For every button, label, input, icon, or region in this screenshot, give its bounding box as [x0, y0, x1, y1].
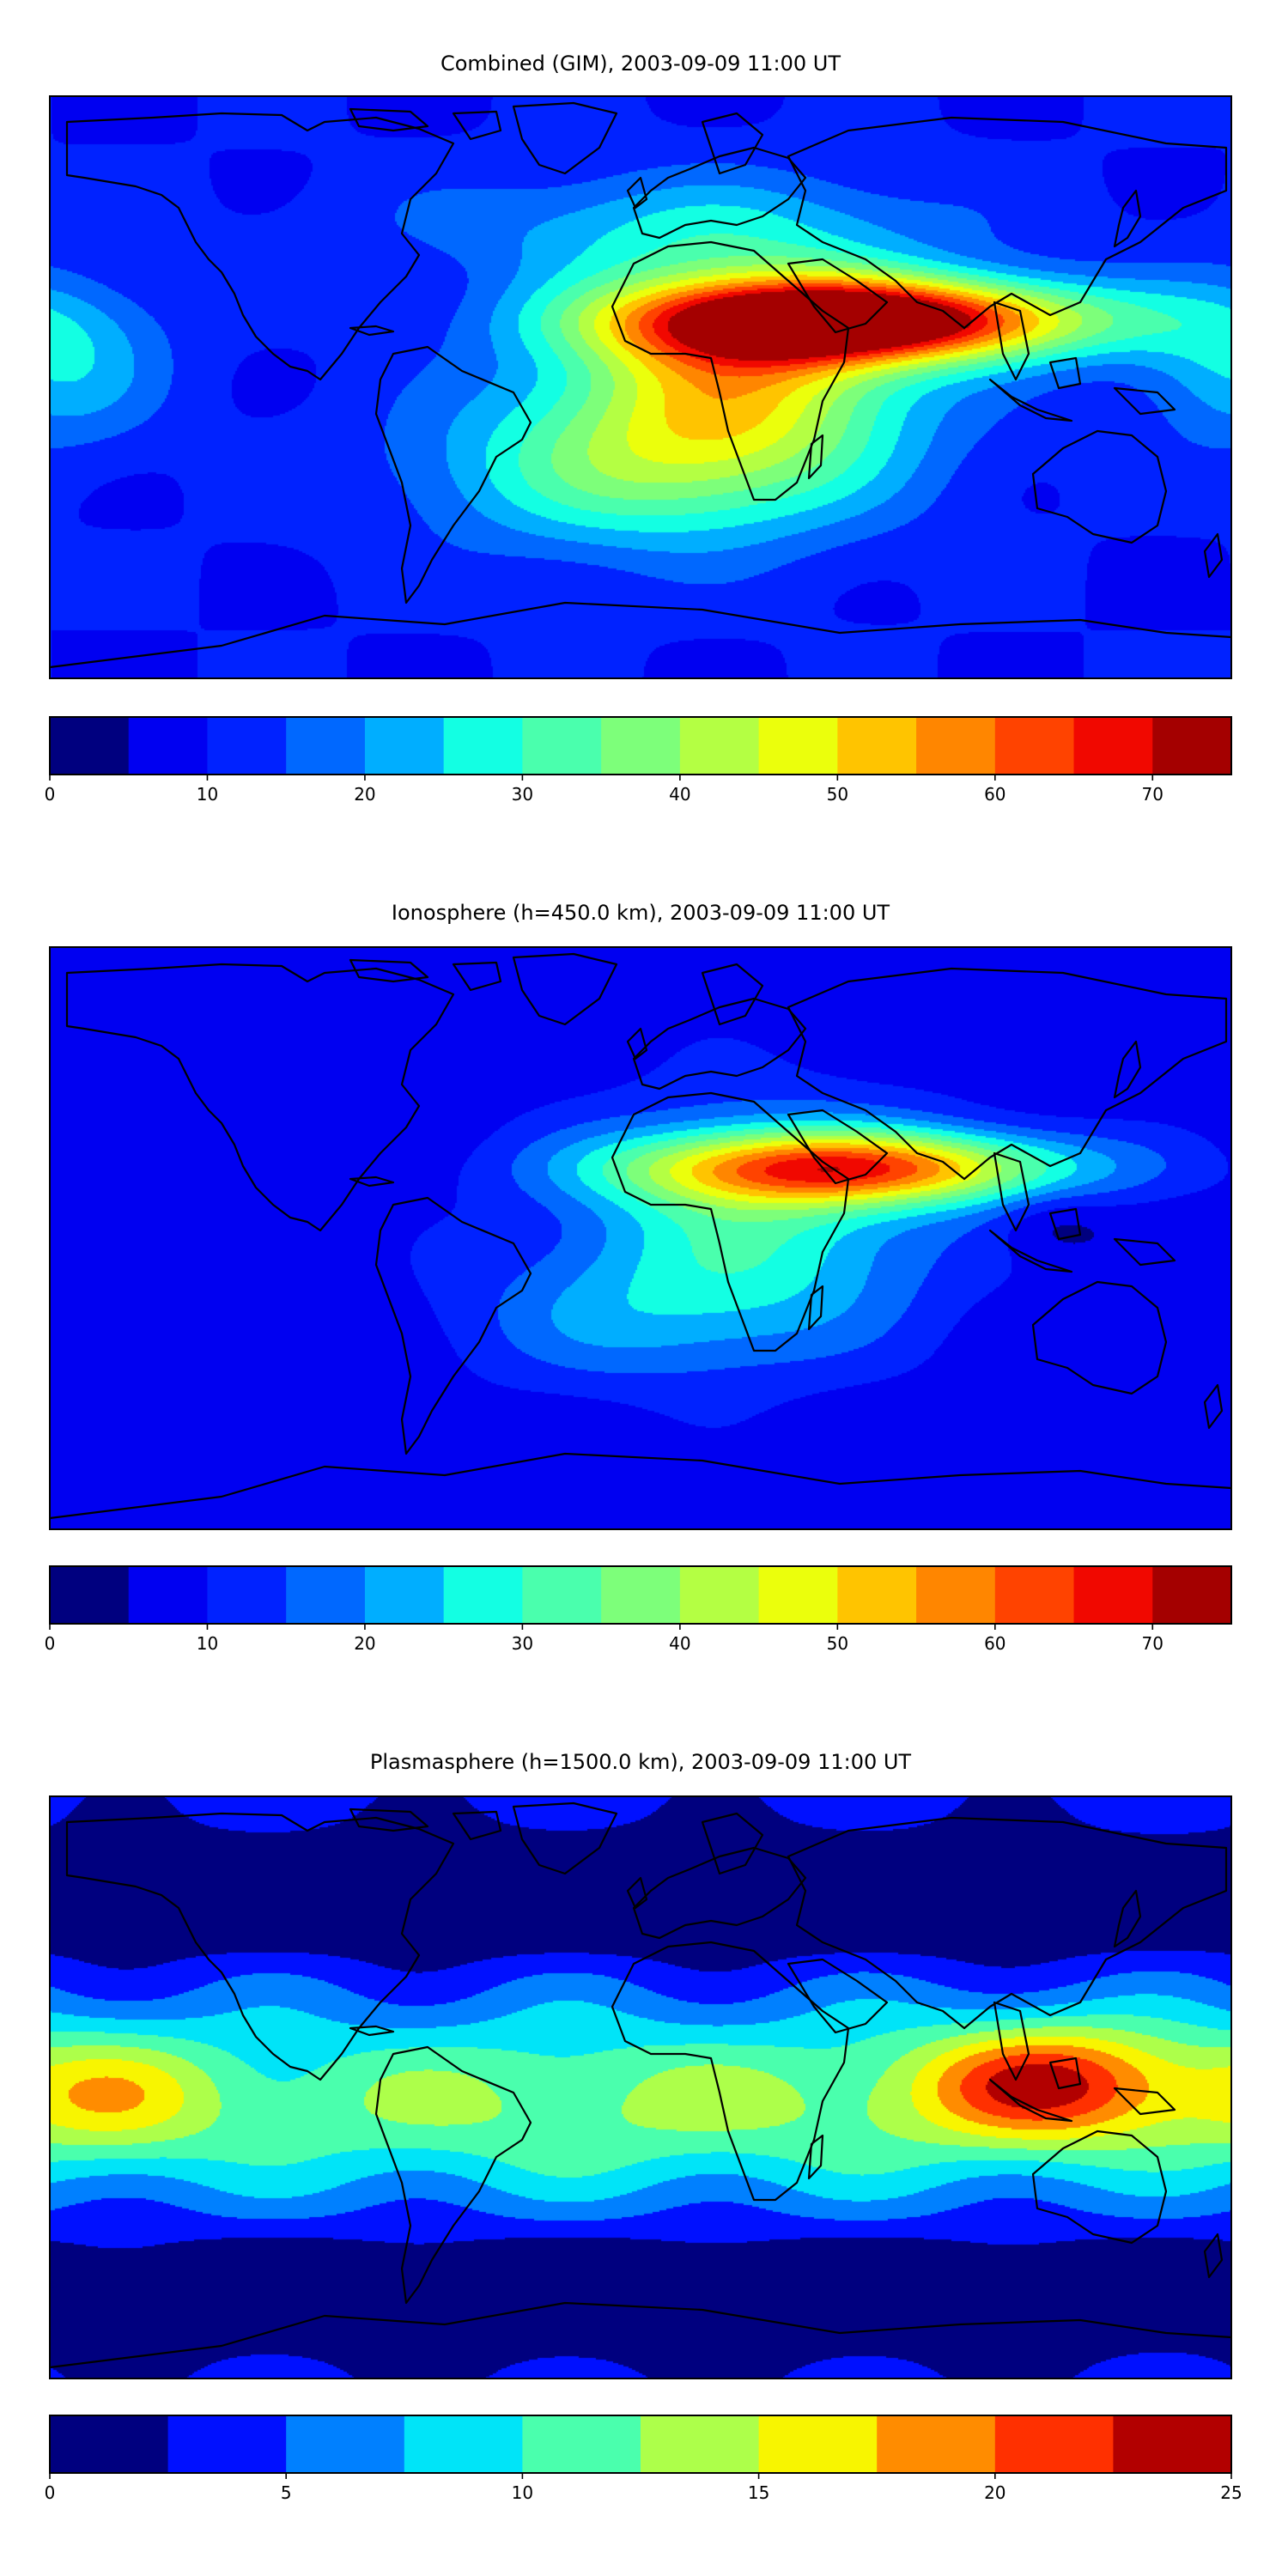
- colorbar-swatch: [404, 2415, 523, 2473]
- colorbar-swatch: [877, 2415, 996, 2473]
- colorbar: 0 5 10 15 20 25: [45, 2415, 1242, 2503]
- colorbar-frame: [49, 716, 1232, 775]
- panel-title: Plasmasphere (h=1500.0 km), 2003-09-09 1…: [370, 1750, 912, 1774]
- colorbar-swatch: [837, 717, 917, 775]
- colorbar-swatch: [758, 2415, 878, 2473]
- colorbar-tick-label: 30: [512, 1633, 533, 1654]
- colorbar-swatch: [641, 2415, 760, 2473]
- colorbar-tick-label: 10: [512, 2482, 533, 2503]
- colorbar-swatch: [522, 2415, 641, 2473]
- colorbar-swatch: [50, 1566, 130, 1624]
- colorbar-tick-label: 50: [827, 1633, 848, 1654]
- colorbar-swatch: [758, 1566, 838, 1624]
- colorbar-swatch: [207, 717, 287, 775]
- colorbar-swatch: [994, 717, 1075, 775]
- colorbar-swatch: [443, 1566, 523, 1624]
- colorbar-tick-label: 0: [45, 1633, 56, 1654]
- colorbar-swatch: [522, 717, 602, 775]
- contour-fill: [50, 947, 1231, 1529]
- colorbar-swatch: [286, 717, 366, 775]
- colorbar-swatch: [522, 1566, 602, 1624]
- colorbar-swatch: [1152, 1566, 1232, 1624]
- colorbar-tick-label: 20: [354, 784, 375, 805]
- panel-ionosphere: Ionosphere (h=450.0 km), 2003-09-09 11:0…: [45, 901, 1232, 1654]
- colorbar-tick-label: 60: [984, 784, 1005, 805]
- colorbar-tick-label: 0: [45, 784, 56, 805]
- colorbar-swatch: [1152, 717, 1232, 775]
- colorbar-swatch: [679, 1566, 760, 1624]
- colorbar-tick-label: 20: [354, 1633, 375, 1654]
- colorbar-swatch: [207, 1566, 287, 1624]
- tec-field: [50, 947, 1231, 1529]
- colorbar-swatch: [758, 717, 838, 775]
- colorbar-swatch: [50, 717, 130, 775]
- panel-plasmasphere: Plasmasphere (h=1500.0 km), 2003-09-09 1…: [45, 1750, 1242, 2503]
- colorbar-swatch: [601, 717, 681, 775]
- colorbar: 0 10 20 30 40 50 60 70: [45, 716, 1232, 805]
- colorbar-swatch: [364, 717, 445, 775]
- colorbar-swatch: [167, 2415, 287, 2473]
- colorbar-swatch: [1073, 1566, 1153, 1624]
- map-frame: [49, 95, 1232, 679]
- tec-field: [50, 96, 1231, 678]
- colorbar-tick-label: 5: [281, 2482, 292, 2503]
- colorbar-frame: [49, 1565, 1232, 1625]
- colorbar-tick-label: 40: [669, 784, 690, 805]
- colorbar-swatch: [916, 1566, 996, 1624]
- tec-field: [50, 1796, 1231, 2379]
- colorbar-frame: [49, 2415, 1232, 2474]
- colorbar-tick-label: 60: [984, 1633, 1005, 1654]
- colorbar: 0 10 20 30 40 50 60 70: [45, 1565, 1232, 1654]
- colorbar-tick-label: 70: [1142, 1633, 1163, 1654]
- map-plot-area: [50, 1796, 1231, 2379]
- map-frame: [49, 1795, 1232, 2379]
- map-frame: [49, 946, 1232, 1530]
- panel-combined: Combined (GIM), 2003-09-09 11:00 UT 0 10 2…: [45, 52, 1232, 805]
- panel-title: Ionosphere (h=450.0 km), 2003-09-09 11:0…: [392, 901, 890, 925]
- colorbar-swatch: [601, 1566, 681, 1624]
- colorbar-swatch: [1113, 2415, 1232, 2473]
- colorbar-swatch: [286, 2415, 405, 2473]
- contour-fill: [50, 1796, 1231, 2379]
- colorbar-swatch: [443, 717, 523, 775]
- colorbar-swatch: [128, 1566, 208, 1624]
- colorbar-swatch: [1073, 717, 1153, 775]
- colorbar-tick-label: 10: [197, 784, 218, 805]
- colorbar-tick-label: 40: [669, 1633, 690, 1654]
- panel-title: Combined (GIM), 2003-09-09 11:00 UT: [440, 52, 841, 76]
- colorbar-swatch: [679, 717, 760, 775]
- colorbar-swatch: [994, 2415, 1114, 2473]
- colorbar-swatch: [50, 2415, 169, 2473]
- colorbar-tick-label: 20: [984, 2482, 1005, 2503]
- colorbar-tick-label: 70: [1142, 784, 1163, 805]
- map-plot-area: [50, 96, 1231, 678]
- contour-fill: [50, 96, 1231, 678]
- colorbar-tick-label: 50: [827, 784, 848, 805]
- colorbar-tick-label: 15: [748, 2482, 769, 2503]
- colorbar-tick-label: 30: [512, 784, 533, 805]
- colorbar-swatch: [364, 1566, 445, 1624]
- colorbar-swatch: [994, 1566, 1075, 1624]
- colorbar-swatch: [916, 717, 996, 775]
- colorbar-swatch: [837, 1566, 917, 1624]
- colorbar-tick-label: 0: [45, 2482, 56, 2503]
- colorbar-swatch: [286, 1566, 366, 1624]
- colorbar-swatch: [128, 717, 208, 775]
- colorbar-tick-label: 25: [1220, 2482, 1242, 2503]
- map-plot-area: [50, 947, 1231, 1529]
- colorbar-tick-label: 10: [197, 1633, 218, 1654]
